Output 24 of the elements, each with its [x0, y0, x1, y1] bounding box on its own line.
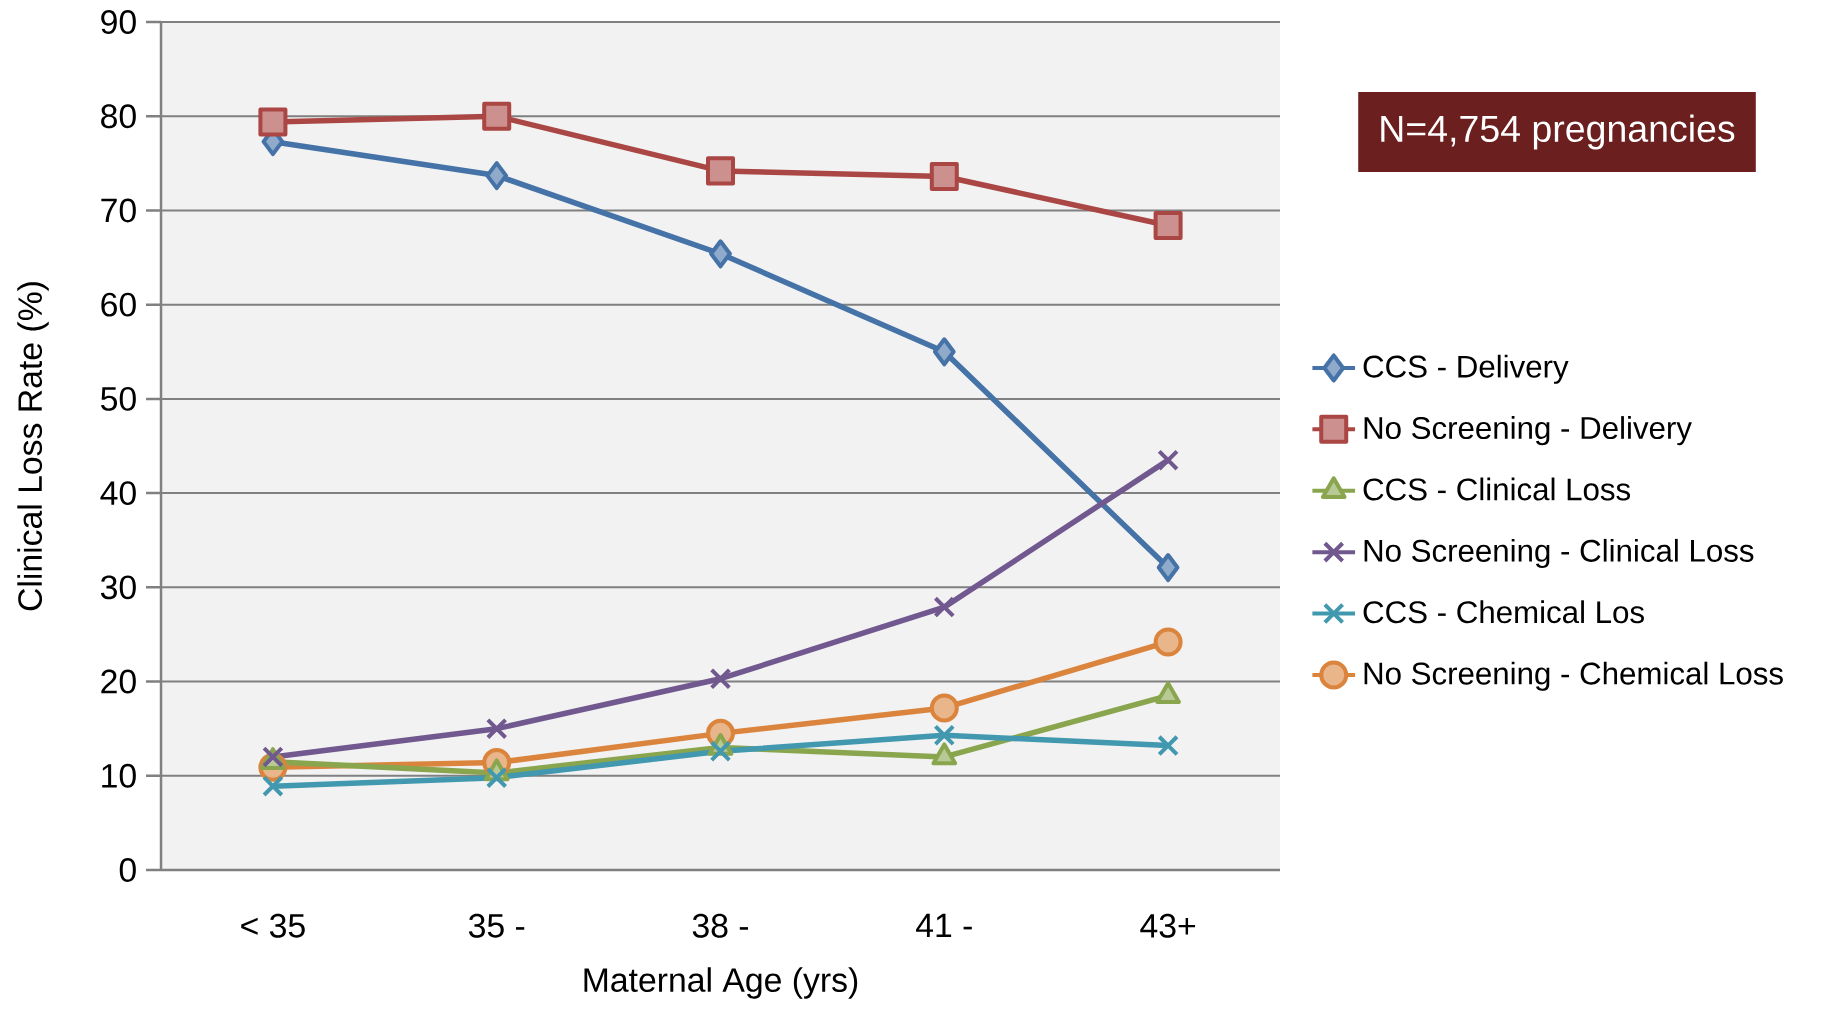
x-axis-title: Maternal Age (yrs) [584, 967, 858, 999]
y-axis-title: Clinical Loss Rate (%) [17, 282, 49, 611]
legend-label: CCS - Delivery [1363, 354, 1569, 384]
y-tick-label: 0 [119, 858, 136, 882]
text: N=4,754 pregnancies [1381, 114, 1735, 150]
x-tick-label: 41 - [916, 913, 972, 938]
legend-label: No Screening - Delivery [1364, 416, 1692, 446]
x-tick-label: 35 - [468, 913, 525, 938]
x-tick-label: < 35 [241, 913, 305, 938]
y-tick-label: 20 [101, 669, 136, 694]
y-tick-label: 50 [100, 386, 136, 411]
legend-label: CCS - Chemical Los [1363, 600, 1644, 624]
x-tick-label: 43+ [1140, 913, 1196, 938]
y-tick-label: 40 [100, 481, 136, 506]
y-tick-label: 90 [101, 10, 136, 34]
x-tick-label: 38 - [692, 913, 749, 938]
y-tick-label: 60 [101, 292, 136, 317]
legend-label: No Screening - Clinical Loss [1364, 538, 1754, 569]
legend-label: No Screening - Chemical Loss [1364, 661, 1783, 691]
y-tick-label: 10 [102, 763, 136, 788]
y-tick-label: 70 [101, 198, 136, 223]
y-tick-label: 30 [100, 575, 136, 600]
y-tick-label: 80 [101, 104, 136, 129]
legend-label: CCS - Clinical Loss [1363, 477, 1631, 501]
